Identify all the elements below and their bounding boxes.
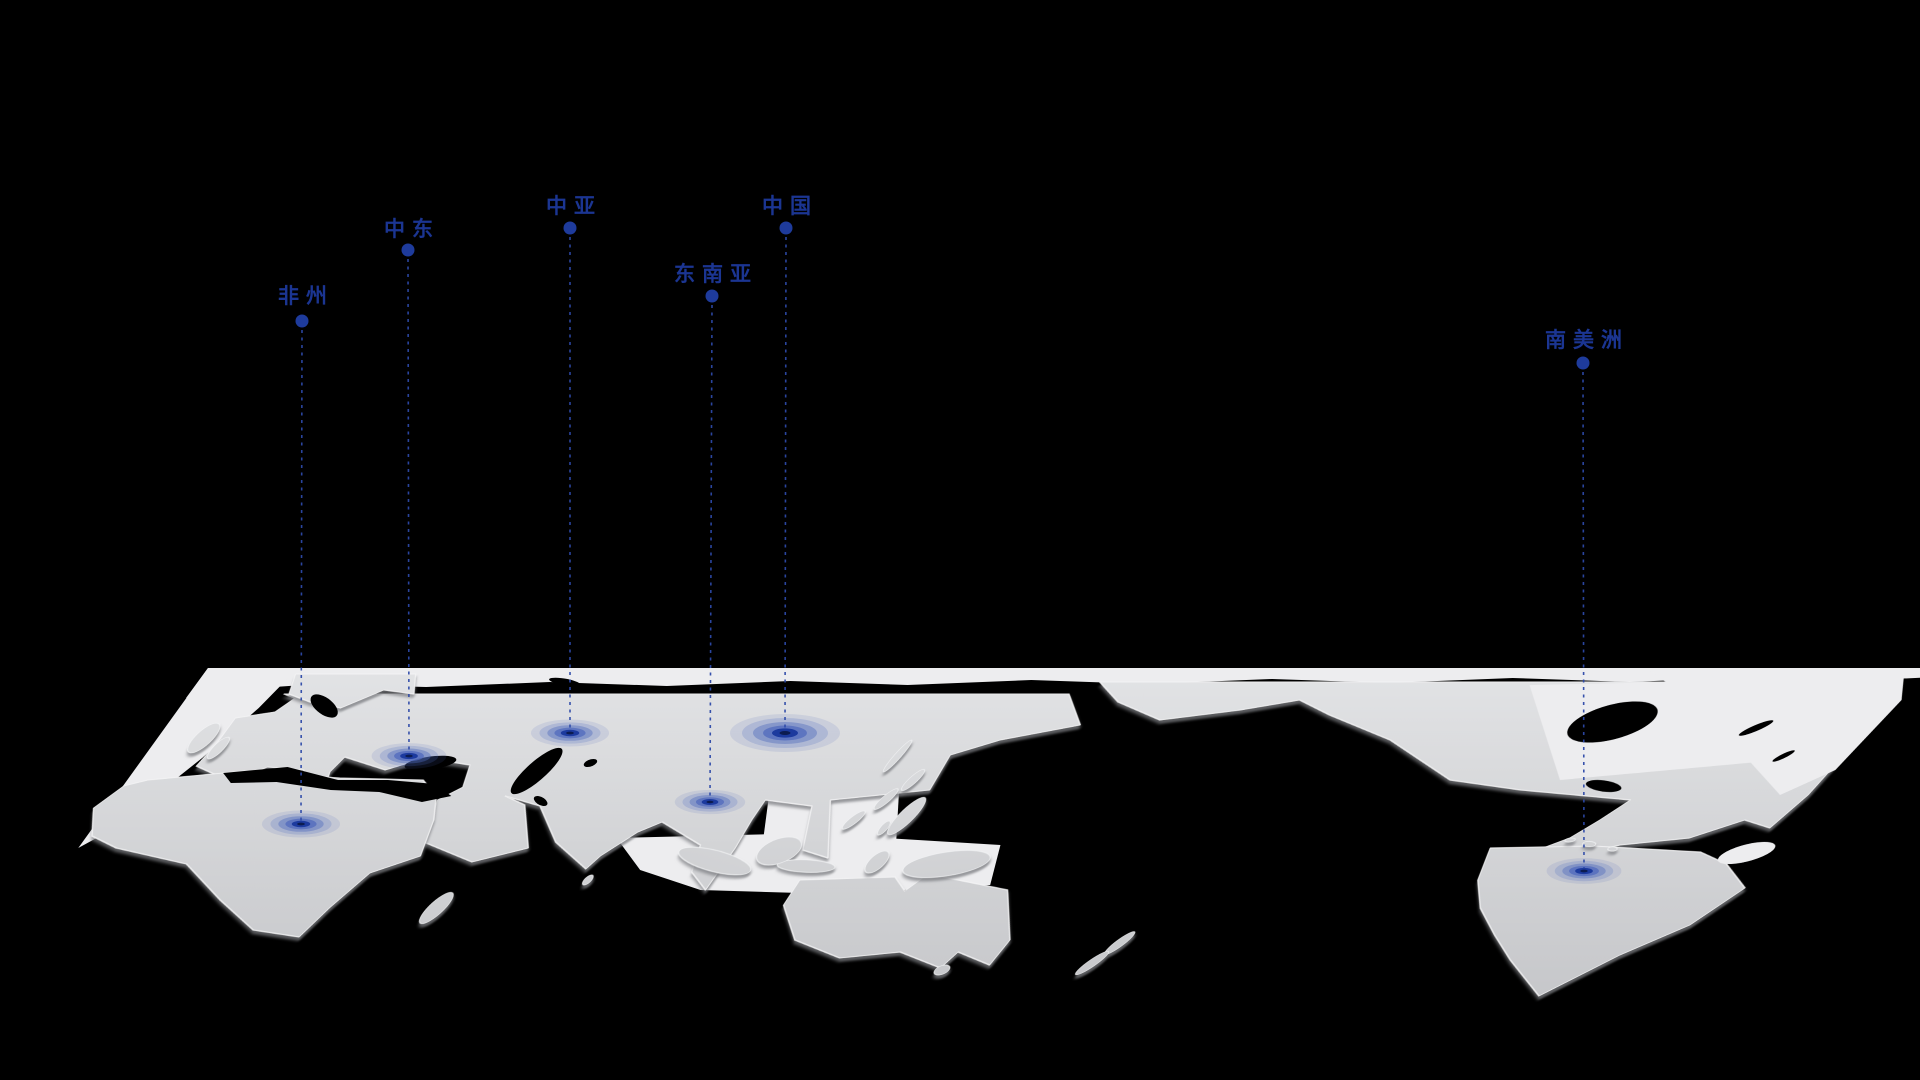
region-label[interactable]: 中亚 <box>546 194 602 218</box>
caspian-sea <box>510 747 563 795</box>
island-sakhalin <box>882 739 913 773</box>
marker-pin[interactable] <box>563 221 577 235</box>
island-caribbean-1 <box>1564 837 1576 843</box>
island-philippines <box>887 796 927 836</box>
arctic-island-gap-2 <box>616 685 635 691</box>
marker-glow <box>674 789 746 815</box>
island-sulawesi <box>864 850 890 874</box>
region-label[interactable]: 南美洲 <box>1545 328 1629 352</box>
island-madagascar <box>418 891 454 925</box>
island-britain <box>187 722 221 754</box>
region-label[interactable]: 中东 <box>384 217 440 241</box>
arctic-shelf <box>186 668 1920 698</box>
glow-center <box>297 822 305 826</box>
continent-australia <box>782 873 1011 969</box>
arctic-island-gap-1 <box>549 677 581 687</box>
glow-center <box>1580 869 1588 873</box>
island-sri-lanka <box>581 874 594 886</box>
continent-africa <box>91 770 437 938</box>
marker-glow <box>371 743 447 769</box>
island-caribbean-2 <box>1582 840 1597 848</box>
island-new-guinea <box>902 850 991 878</box>
marker-leader-line <box>1582 371 1585 869</box>
baltic-sea <box>310 694 338 718</box>
marker-glow <box>1546 858 1622 884</box>
aral-sea <box>583 759 598 767</box>
marker-pin[interactable] <box>779 221 793 235</box>
greenland-sea-gap-1 <box>1738 720 1774 736</box>
marker-glow <box>530 719 610 747</box>
region-label[interactable]: 东南亚 <box>674 262 758 286</box>
island-caribbean-3 <box>1607 846 1618 852</box>
marker-pin[interactable] <box>401 243 415 257</box>
mediterranean-sea <box>223 767 452 802</box>
island-new-zealand-south <box>1074 950 1110 976</box>
continent-south-america <box>1477 845 1746 997</box>
marker-pin[interactable] <box>295 314 309 328</box>
glow-center <box>779 731 791 735</box>
greenland <box>1649 670 1905 795</box>
island-sumatra <box>678 846 752 876</box>
marker-glow <box>261 810 341 838</box>
region-label[interactable]: 中国 <box>762 194 818 218</box>
island-japan-north <box>900 769 926 791</box>
island-ireland <box>206 736 231 760</box>
marker-pin[interactable] <box>705 289 719 303</box>
map-plane <box>78 668 1920 997</box>
island-tasmania <box>933 964 951 976</box>
island-japan-middle <box>873 788 899 810</box>
region-label[interactable]: 非州 <box>278 284 334 308</box>
marker-pin[interactable] <box>1576 356 1590 370</box>
glow-center <box>706 800 714 804</box>
glow-center <box>405 754 413 758</box>
marker-overlay <box>261 221 1622 884</box>
persian-gulf <box>533 795 548 807</box>
brazil-shelf <box>1717 841 1776 865</box>
marker-leader-line <box>784 236 787 731</box>
island-japan-south <box>841 810 866 830</box>
great-lakes <box>1585 779 1622 793</box>
islands <box>187 722 1618 976</box>
hudson-bay <box>1567 701 1658 743</box>
island-taiwan <box>876 820 891 836</box>
island-borneo <box>756 836 803 866</box>
greenland-sea-gap-2 <box>1772 750 1795 762</box>
marker-glow <box>730 714 840 752</box>
glow-center <box>566 731 574 735</box>
